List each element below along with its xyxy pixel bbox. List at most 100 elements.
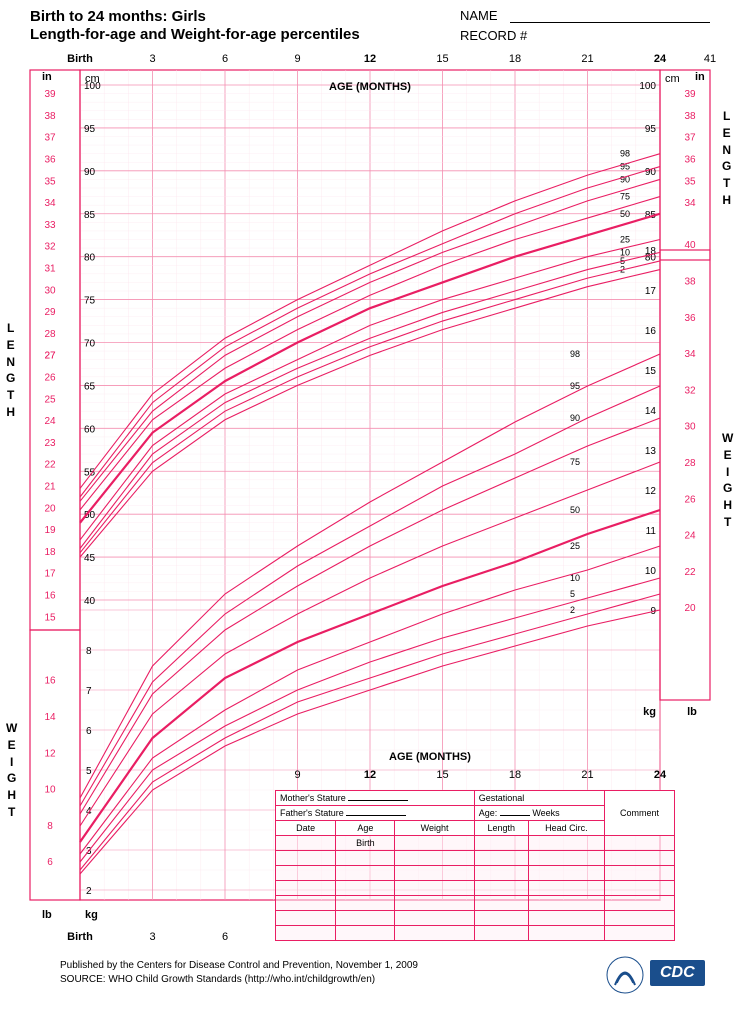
svg-text:kg: kg (643, 706, 656, 718)
svg-text:34: 34 (684, 349, 696, 360)
svg-text:15: 15 (44, 612, 56, 623)
svg-text:75: 75 (84, 296, 96, 307)
svg-text:28: 28 (44, 329, 56, 340)
age-label: Age: (479, 808, 498, 818)
svg-text:16: 16 (44, 591, 56, 602)
svg-text:23: 23 (44, 438, 56, 449)
svg-text:33: 33 (44, 220, 56, 231)
svg-text:95: 95 (84, 124, 96, 135)
cdc-logo: CDC (650, 960, 705, 986)
svg-text:AGE (MONTHS): AGE (MONTHS) (329, 81, 411, 93)
svg-text:21: 21 (581, 53, 593, 65)
svg-text:37: 37 (684, 133, 696, 144)
weight-label-right: WEIGHT (722, 430, 733, 531)
svg-text:12: 12 (364, 769, 376, 781)
svg-text:21: 21 (44, 481, 56, 492)
svg-text:7: 7 (86, 686, 92, 697)
svg-text:24: 24 (44, 416, 56, 427)
svg-text:15: 15 (436, 53, 448, 65)
data-entry-table: Mother's Stature Gestational Comment Fat… (275, 790, 675, 941)
svg-text:95: 95 (645, 124, 657, 135)
col-headcirc: Head Circ. (528, 821, 604, 836)
svg-text:45: 45 (84, 553, 96, 564)
svg-text:15: 15 (645, 366, 657, 377)
svg-text:16: 16 (645, 326, 657, 337)
svg-text:36: 36 (684, 313, 696, 324)
svg-text:22: 22 (44, 460, 56, 471)
svg-text:29: 29 (44, 307, 56, 318)
svg-text:41: 41 (704, 53, 716, 65)
svg-text:6: 6 (222, 53, 228, 65)
svg-text:80: 80 (84, 253, 96, 264)
comment-header: Comment (605, 791, 675, 836)
birth-row: Birth (336, 836, 395, 851)
svg-text:in: in (42, 71, 52, 83)
svg-text:20: 20 (44, 503, 56, 514)
svg-text:cm: cm (665, 73, 680, 85)
svg-text:18: 18 (509, 53, 521, 65)
svg-text:8: 8 (47, 821, 53, 832)
svg-text:40: 40 (84, 596, 96, 607)
col-length: Length (474, 821, 528, 836)
svg-text:17: 17 (44, 569, 56, 580)
svg-text:100: 100 (84, 81, 101, 92)
svg-text:25: 25 (620, 235, 630, 245)
svg-text:31: 31 (44, 263, 56, 274)
svg-text:Birth: Birth (67, 53, 93, 65)
svg-text:98: 98 (620, 149, 630, 159)
col-weight: Weight (395, 821, 474, 836)
svg-text:50: 50 (620, 209, 630, 219)
svg-text:Birth: Birth (67, 931, 93, 943)
svg-text:9: 9 (294, 53, 300, 65)
svg-text:10: 10 (645, 566, 657, 577)
weight-label-left: WEIGHT (6, 720, 17, 821)
svg-text:60: 60 (84, 424, 96, 435)
svg-text:10: 10 (44, 785, 56, 796)
svg-text:26: 26 (684, 494, 696, 505)
svg-text:12: 12 (645, 486, 657, 497)
svg-text:36: 36 (44, 154, 56, 165)
svg-text:2: 2 (86, 886, 92, 897)
svg-text:6: 6 (86, 726, 92, 737)
svg-text:24: 24 (654, 769, 667, 781)
col-age: Age (336, 821, 395, 836)
svg-text:12: 12 (44, 748, 56, 759)
svg-text:14: 14 (645, 406, 657, 417)
svg-text:22: 22 (684, 567, 696, 578)
svg-text:6: 6 (47, 857, 53, 868)
svg-text:38: 38 (44, 111, 56, 122)
svg-text:13: 13 (645, 446, 657, 457)
col-date: Date (276, 821, 336, 836)
svg-text:lb: lb (42, 909, 52, 921)
fathers-stature-label: Father's Stature (280, 808, 344, 818)
hhs-logo (605, 955, 645, 1000)
svg-text:20: 20 (684, 603, 696, 614)
page: Birth to 24 months: Girls Length-for-age… (0, 0, 740, 1024)
svg-text:90: 90 (84, 167, 96, 178)
svg-text:65: 65 (84, 381, 96, 392)
svg-text:17: 17 (645, 286, 657, 297)
svg-text:55: 55 (84, 467, 96, 478)
svg-text:AGE (MONTHS): AGE (MONTHS) (389, 751, 471, 763)
svg-text:11: 11 (646, 526, 657, 537)
svg-text:75: 75 (570, 457, 580, 467)
svg-text:kg: kg (85, 909, 98, 921)
svg-text:98: 98 (570, 349, 580, 359)
svg-text:34: 34 (684, 198, 696, 209)
svg-text:8: 8 (86, 646, 92, 657)
svg-text:75: 75 (620, 192, 630, 202)
svg-text:70: 70 (84, 339, 96, 350)
length-label-left: LENGTH (6, 320, 15, 421)
svg-text:5: 5 (86, 766, 92, 777)
svg-text:90: 90 (570, 413, 580, 423)
svg-text:9: 9 (294, 769, 300, 781)
svg-text:35: 35 (684, 176, 696, 187)
svg-text:3: 3 (149, 931, 155, 943)
svg-text:24: 24 (684, 531, 696, 542)
svg-text:21: 21 (581, 769, 593, 781)
svg-text:6: 6 (222, 931, 228, 943)
weeks-label: Weeks (532, 808, 559, 818)
svg-text:25: 25 (44, 394, 56, 405)
svg-text:28: 28 (684, 458, 696, 469)
svg-text:95: 95 (570, 381, 580, 391)
